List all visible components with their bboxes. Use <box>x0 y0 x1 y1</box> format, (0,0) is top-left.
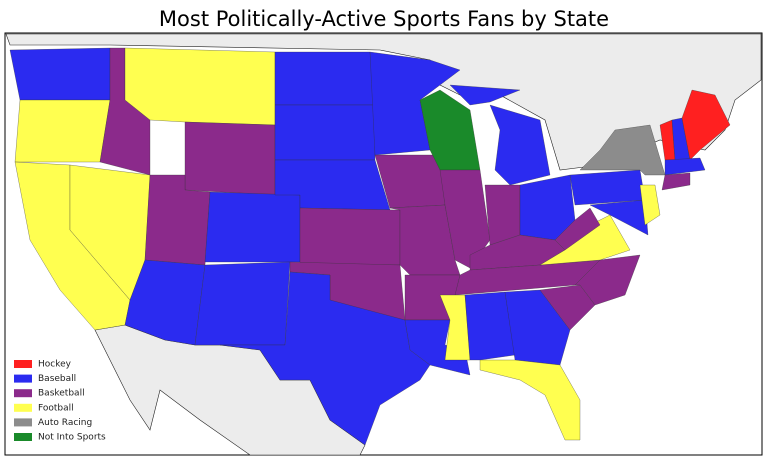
legend-swatch <box>14 433 32 441</box>
legend-label: Basketball <box>38 389 85 399</box>
legend-swatch <box>14 403 32 412</box>
state <box>639 184 661 226</box>
state <box>14 99 111 163</box>
state <box>9 47 111 101</box>
state <box>554 207 601 251</box>
state <box>299 207 401 266</box>
legend-label: Hockey <box>38 360 72 370</box>
state <box>579 124 666 176</box>
canada <box>5 33 762 171</box>
state <box>439 294 471 361</box>
state <box>479 359 581 441</box>
state <box>664 157 706 176</box>
legend-label: Baseball <box>38 374 76 384</box>
legend-swatch <box>14 418 32 427</box>
state <box>569 169 646 206</box>
state <box>219 271 431 446</box>
state <box>274 51 376 106</box>
states <box>9 47 731 446</box>
legend: Hockey Baseball Basketball Football Auto Rac… <box>14 360 106 443</box>
state <box>449 84 521 106</box>
state <box>274 104 376 161</box>
state <box>464 291 516 361</box>
state <box>194 261 291 346</box>
state <box>661 172 691 191</box>
legend-swatch <box>14 360 32 368</box>
legend-label: Football <box>38 403 74 413</box>
state <box>204 191 301 263</box>
legend-label: Not Into Sports <box>38 433 106 443</box>
background-land <box>5 33 762 456</box>
state <box>589 199 649 236</box>
legend-label: Auto Racing <box>38 418 92 428</box>
legend-swatch <box>14 374 32 383</box>
state <box>184 121 276 196</box>
state <box>124 47 276 126</box>
state <box>484 184 521 246</box>
legend-swatch <box>14 389 32 398</box>
map-title: Most Politically-Active Sports Fans by S… <box>159 7 609 31</box>
state <box>404 319 471 376</box>
